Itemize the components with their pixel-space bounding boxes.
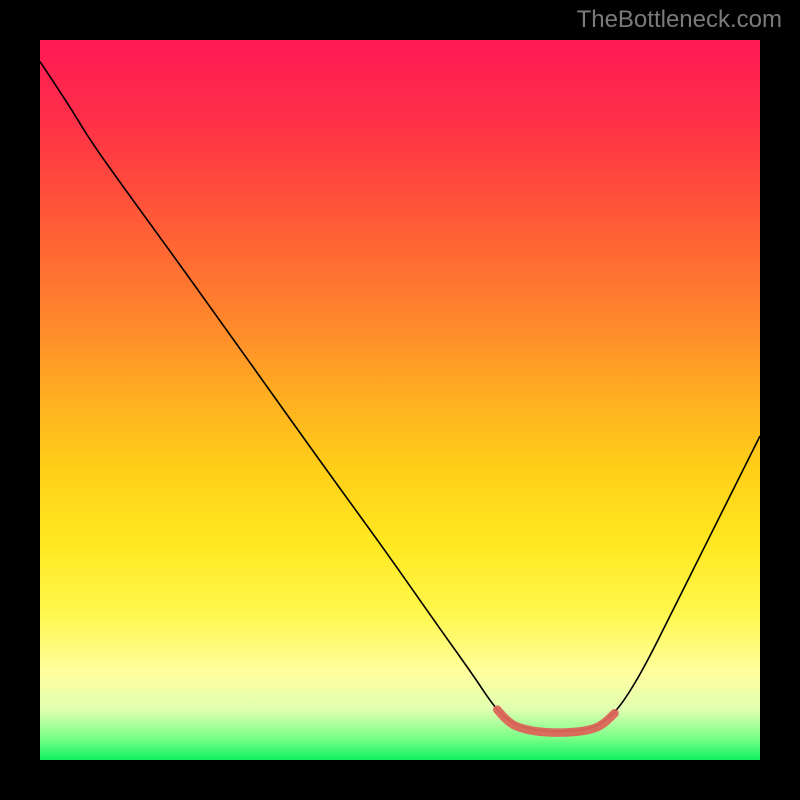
- highlight-segment: [497, 710, 614, 733]
- chart-plot-area: [40, 40, 760, 760]
- bottleneck-curve: [40, 62, 760, 732]
- root-container: TheBottleneck.com: [0, 0, 800, 800]
- watermark-text: TheBottleneck.com: [577, 6, 782, 34]
- chart-lines: [40, 40, 760, 760]
